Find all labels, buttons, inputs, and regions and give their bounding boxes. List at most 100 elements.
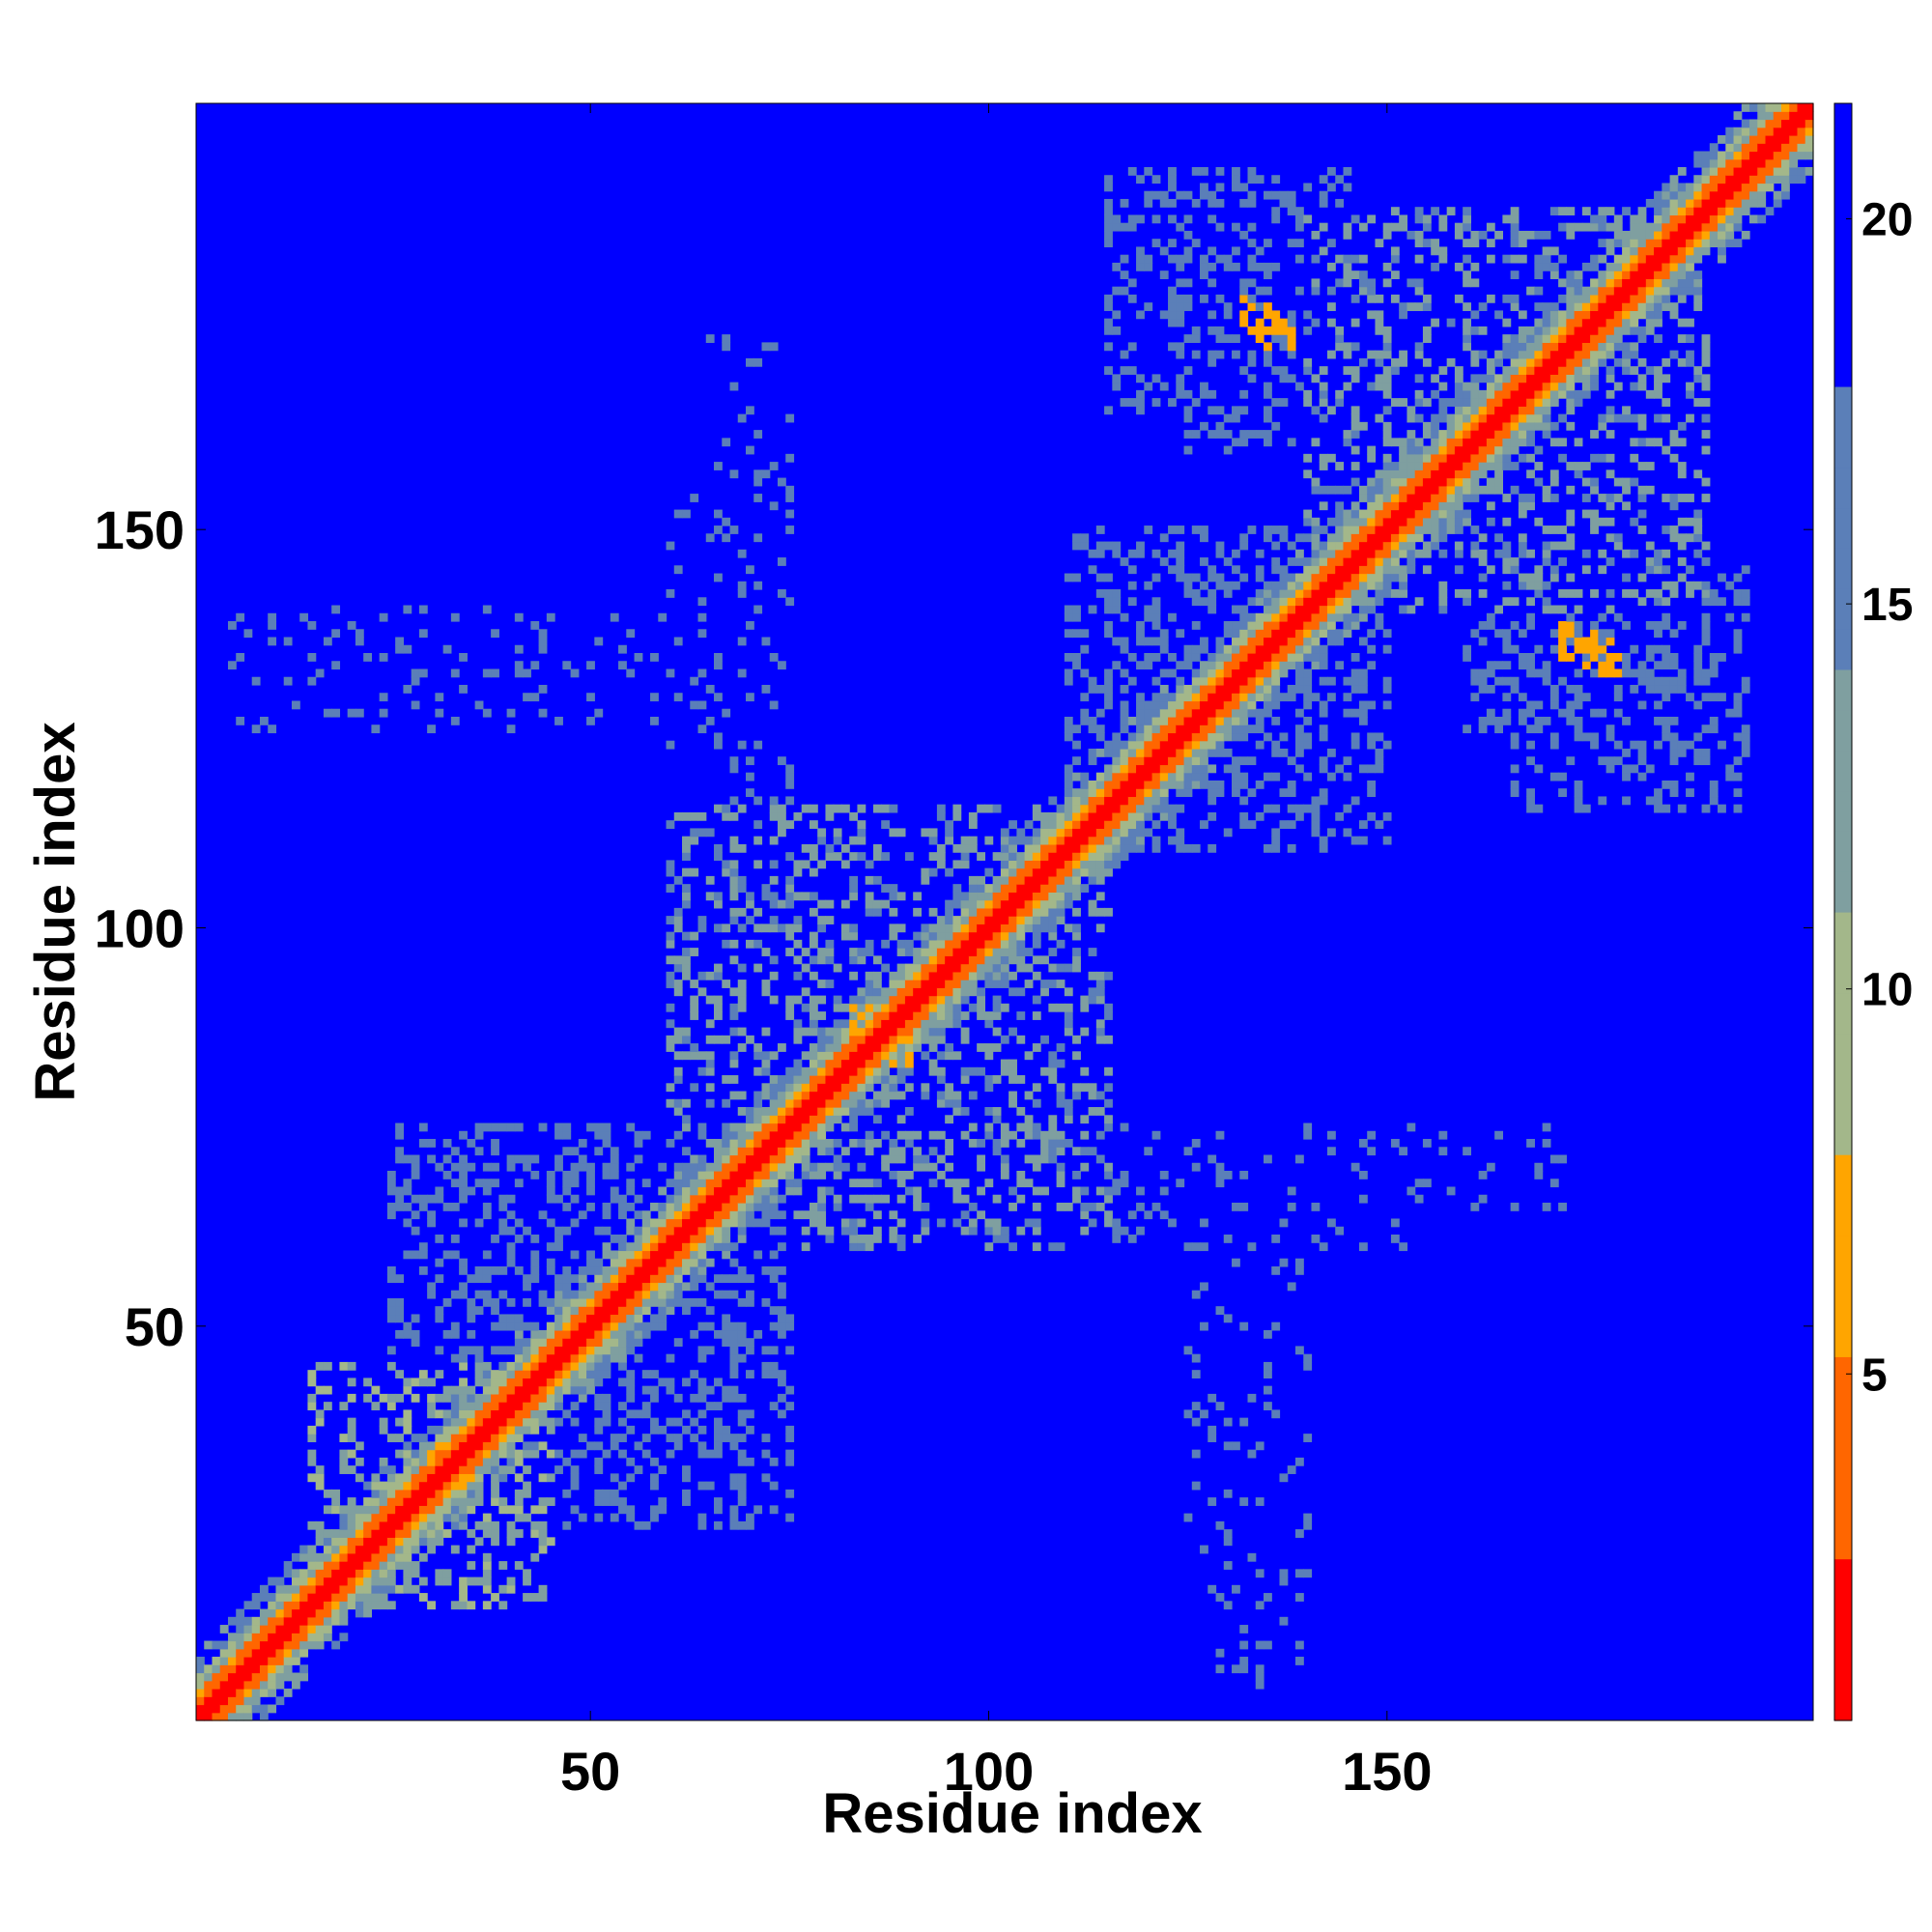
heatmap-cell	[586, 1179, 595, 1188]
heatmap-cell	[825, 916, 835, 924]
heatmap-cell	[1232, 413, 1240, 423]
heatmap-cell	[977, 955, 985, 965]
heatmap-cell	[793, 1066, 803, 1076]
heatmap-cell	[1232, 1664, 1240, 1674]
heatmap-cell	[371, 1552, 381, 1562]
heatmap-cell	[737, 1449, 747, 1459]
heatmap-cell	[753, 1122, 763, 1132]
heatmap-cell	[936, 1066, 946, 1076]
heatmap-cell	[960, 1210, 970, 1220]
heatmap-cell	[467, 1473, 476, 1483]
heatmap-cell	[268, 1640, 277, 1650]
heatmap-cell	[363, 653, 373, 662]
heatmap-cell	[1208, 589, 1217, 598]
heatmap-cell	[570, 1346, 580, 1355]
heatmap-cell	[682, 971, 691, 980]
heatmap-cell	[1104, 796, 1113, 806]
heatmap-cell	[968, 948, 978, 956]
heatmap-cell	[1056, 916, 1065, 924]
heatmap-cell	[1191, 1353, 1201, 1363]
heatmap-cell	[1239, 1321, 1249, 1331]
heatmap-cell	[1095, 867, 1105, 877]
heatmap-cell	[801, 1162, 810, 1172]
heatmap-cell	[913, 1186, 923, 1196]
heatmap-cell	[1319, 612, 1328, 622]
heatmap-cell	[1223, 557, 1233, 566]
heatmap-cell	[323, 1537, 332, 1547]
heatmap-cell	[1048, 963, 1058, 973]
heatmap-cell	[1223, 684, 1233, 694]
heatmap-cell	[1382, 589, 1392, 598]
heatmap-cell	[363, 1529, 373, 1538]
heatmap-cell	[1215, 716, 1225, 725]
heatmap-cell	[554, 1329, 563, 1339]
heatmap-cell	[538, 1520, 548, 1530]
heatmap-cell	[1151, 732, 1161, 742]
heatmap-cell	[849, 1011, 859, 1020]
heatmap-cell	[1264, 326, 1272, 335]
heatmap-cell	[872, 1027, 882, 1037]
heatmap-cell	[1112, 222, 1122, 232]
heatmap-cell	[1326, 166, 1336, 176]
heatmap-cell	[1303, 1122, 1313, 1132]
heatmap-cell	[1088, 852, 1097, 861]
heatmap-cell	[299, 1577, 309, 1586]
heatmap-cell	[523, 1393, 531, 1403]
heatmap-cell	[1343, 541, 1352, 551]
heatmap-cell	[411, 676, 420, 686]
heatmap-cell	[1294, 1657, 1304, 1665]
heatmap-cell	[1326, 302, 1336, 312]
heatmap-cell	[570, 1162, 580, 1172]
heatmap-cell	[1112, 541, 1122, 551]
heatmap-cell	[1232, 581, 1240, 590]
heatmap-cell	[1367, 310, 1377, 320]
heatmap-cell	[1294, 214, 1304, 224]
heatmap-cell	[1151, 398, 1161, 407]
heatmap-cell	[1088, 1218, 1097, 1228]
heatmap-cell	[386, 1520, 396, 1530]
heatmap-cell	[1016, 987, 1026, 997]
heatmap-cell	[1311, 597, 1321, 607]
heatmap-cell	[666, 1449, 675, 1459]
heatmap-cell	[1390, 357, 1400, 367]
heatmap-cell	[1335, 557, 1345, 566]
heatmap-cell	[1104, 1162, 1113, 1172]
heatmap-cell	[1375, 477, 1384, 487]
heatmap-cell	[872, 995, 882, 1005]
heatmap-cell	[817, 1202, 827, 1211]
heatmap-cell	[1159, 780, 1169, 789]
heatmap-cell	[474, 1402, 484, 1410]
heatmap-cell	[1159, 246, 1169, 256]
heatmap-cell	[467, 1329, 476, 1339]
heatmap-cell	[722, 1186, 731, 1196]
heatmap-cell	[602, 1297, 611, 1307]
heatmap-cell	[1208, 278, 1217, 288]
heatmap-cell	[1088, 843, 1097, 853]
heatmap-cell	[1104, 804, 1113, 813]
heatmap-cell	[650, 1481, 659, 1491]
heatmap-cell	[562, 1370, 572, 1379]
heatmap-cell	[331, 661, 341, 670]
heatmap-cell	[594, 1130, 604, 1140]
heatmap-cell	[650, 1393, 659, 1403]
heatmap-cell	[865, 899, 874, 909]
heatmap-cell	[395, 1274, 405, 1284]
heatmap-cell	[1104, 183, 1113, 192]
heatmap-cell	[849, 1027, 859, 1037]
heatmap-cell	[411, 668, 420, 678]
heatmap-cell	[562, 1338, 572, 1348]
heatmap-cell	[1271, 1409, 1281, 1419]
heatmap-cell	[506, 1226, 516, 1236]
heatmap-cell	[411, 1520, 420, 1530]
heatmap-cell	[881, 1075, 891, 1084]
heatmap-cell	[785, 526, 795, 534]
heatmap-cell	[840, 1003, 850, 1012]
heatmap-cell	[1303, 389, 1313, 399]
heatmap-cell	[1294, 207, 1304, 216]
heatmap-cell	[746, 406, 754, 415]
heatmap-cell	[729, 1338, 739, 1348]
heatmap-cell	[1294, 629, 1304, 639]
heatmap-cell	[538, 1473, 548, 1483]
heatmap-cell	[634, 1258, 643, 1267]
heatmap-cell	[538, 1361, 548, 1371]
